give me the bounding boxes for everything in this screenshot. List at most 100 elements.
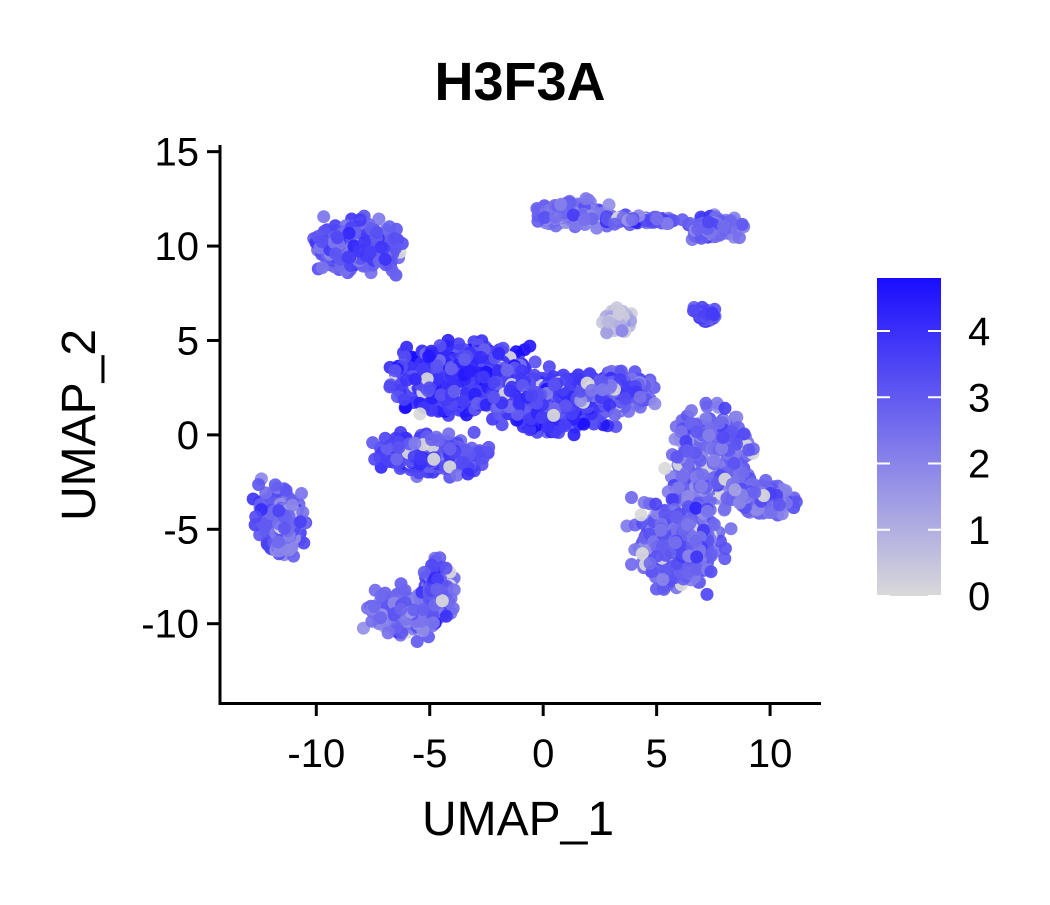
cell-point bbox=[363, 245, 377, 259]
cell-point bbox=[368, 452, 382, 466]
cell-point bbox=[600, 326, 614, 340]
cell-point bbox=[249, 510, 263, 524]
cell-point bbox=[271, 535, 285, 549]
cell-point bbox=[695, 479, 708, 493]
cell-point bbox=[675, 213, 689, 227]
cell-point bbox=[476, 370, 490, 384]
cell-point bbox=[563, 196, 577, 210]
cell-point bbox=[681, 444, 695, 458]
cell-point bbox=[456, 456, 470, 470]
cell-point bbox=[444, 362, 458, 376]
cell-point bbox=[577, 213, 591, 227]
cell-point bbox=[413, 407, 427, 421]
cell-point bbox=[691, 222, 705, 236]
cell-point bbox=[370, 226, 384, 240]
cell-point bbox=[279, 483, 293, 497]
cell-point bbox=[372, 212, 386, 226]
cell-point bbox=[676, 470, 690, 484]
cell-point bbox=[467, 425, 481, 439]
cell-point bbox=[378, 431, 392, 445]
cell-point bbox=[315, 261, 329, 275]
cell-point bbox=[554, 198, 568, 211]
cell-point bbox=[524, 389, 538, 403]
cell-point bbox=[392, 440, 406, 454]
cell-point bbox=[612, 307, 626, 321]
cell-point bbox=[500, 363, 514, 377]
cell-point bbox=[439, 609, 453, 623]
cell-point bbox=[542, 360, 556, 374]
cell-point bbox=[579, 192, 593, 206]
cell-point bbox=[618, 392, 632, 405]
cell-point bbox=[707, 453, 721, 467]
cell-point bbox=[608, 408, 622, 422]
cell-point bbox=[425, 433, 439, 447]
cell-point bbox=[712, 416, 726, 430]
cell-point bbox=[278, 521, 291, 535]
cell-point bbox=[724, 522, 738, 536]
cell-point bbox=[434, 388, 448, 402]
cell-point bbox=[366, 436, 380, 450]
cell-point bbox=[374, 240, 388, 254]
cell-point bbox=[566, 208, 580, 222]
cell-point bbox=[295, 487, 308, 500]
cell-point bbox=[547, 408, 561, 422]
cell-point bbox=[414, 452, 428, 466]
cell-point bbox=[715, 441, 729, 455]
cell-point bbox=[690, 425, 704, 439]
cell-point bbox=[317, 210, 331, 224]
cell-point bbox=[398, 350, 412, 364]
cell-point bbox=[367, 600, 381, 613]
cell-point bbox=[495, 418, 509, 432]
cell-point bbox=[528, 355, 542, 369]
cell-point bbox=[648, 397, 662, 411]
cell-point bbox=[426, 616, 440, 630]
cell-point bbox=[716, 430, 730, 444]
cell-point bbox=[737, 427, 751, 441]
cell-point bbox=[383, 380, 397, 394]
cell-point bbox=[387, 231, 401, 245]
cell-point bbox=[447, 385, 461, 398]
cell-point bbox=[394, 602, 408, 616]
cell-point bbox=[415, 362, 429, 376]
cell-point bbox=[252, 478, 266, 492]
cell-point bbox=[523, 339, 537, 353]
cell-point bbox=[474, 350, 488, 364]
cell-point bbox=[548, 210, 562, 224]
cell-point bbox=[602, 198, 616, 212]
cell-point bbox=[487, 376, 501, 390]
cell-point bbox=[608, 217, 622, 231]
cell-point bbox=[456, 394, 470, 408]
cell-point bbox=[541, 420, 555, 434]
cell-point bbox=[596, 383, 610, 397]
cell-point bbox=[516, 379, 530, 393]
cell-point bbox=[427, 452, 441, 466]
cell-point bbox=[458, 353, 472, 367]
cell-point bbox=[602, 315, 616, 329]
cell-point bbox=[567, 428, 581, 442]
cell-point bbox=[684, 404, 698, 418]
cell-point bbox=[463, 364, 477, 378]
cell-point bbox=[390, 452, 404, 466]
cell-point bbox=[422, 349, 436, 363]
cell-point bbox=[633, 390, 647, 404]
cell-point bbox=[558, 419, 572, 433]
cell-point bbox=[408, 436, 422, 450]
cell-point bbox=[650, 212, 664, 226]
cell-point bbox=[341, 250, 355, 264]
cell-point bbox=[696, 468, 710, 482]
cell-point bbox=[742, 443, 756, 457]
cell-point bbox=[423, 381, 436, 395]
cell-point bbox=[660, 217, 674, 231]
chart-title: H3F3A bbox=[434, 52, 605, 112]
cell-point bbox=[374, 589, 388, 603]
cell-point bbox=[398, 583, 412, 597]
cell-point bbox=[717, 503, 731, 517]
cell-point bbox=[443, 442, 457, 456]
cell-point bbox=[658, 461, 672, 475]
cell-point bbox=[315, 235, 329, 249]
cell-point bbox=[718, 401, 732, 415]
cell-point bbox=[439, 561, 453, 575]
cell-point bbox=[442, 427, 456, 441]
